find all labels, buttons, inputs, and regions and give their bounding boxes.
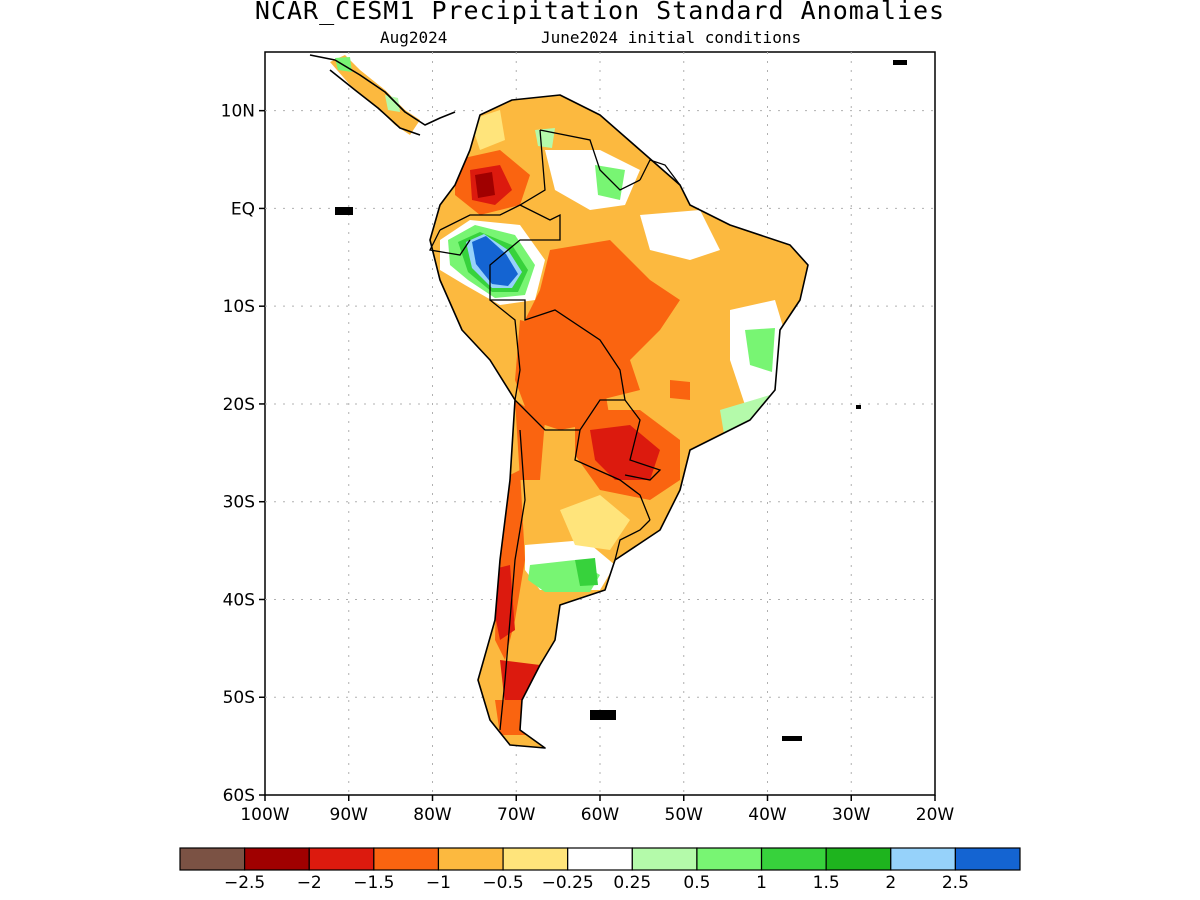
- coastlines: [309, 54, 809, 749]
- falkland-islands: [590, 710, 616, 720]
- colorbar-label: −1.5: [353, 873, 394, 893]
- south-america-coast: [429, 94, 809, 749]
- lat-label: 10N: [221, 102, 255, 122]
- anomaly-wet-guyana: [595, 165, 625, 200]
- lon-label: 30W: [832, 805, 871, 825]
- colorbar-swatch: [308, 847, 375, 871]
- colorbar-swatch: [825, 847, 892, 871]
- anomaly-slight-dry-pampas: [560, 495, 630, 550]
- init-conditions-label: June2024 initial conditions: [541, 28, 802, 47]
- trindade-island: [856, 405, 861, 409]
- colorbar-label: 1.5: [813, 873, 840, 893]
- lon-label: 60W: [581, 805, 620, 825]
- lat-label: 50S: [223, 688, 255, 708]
- lat-label: EQ: [231, 199, 255, 219]
- colorbar-label: −0.25: [542, 873, 594, 893]
- colorbar-label: 1: [756, 873, 767, 893]
- anomaly-dry-central-brazil: [670, 380, 690, 400]
- border-guianas: [639, 159, 681, 186]
- anomaly-wet-ne-brazil: [745, 328, 775, 372]
- lat-label: 30S: [223, 493, 255, 513]
- country-borders: [429, 129, 681, 731]
- colorbar: −2.5 −2 −1.5 −1 −0.5 −0.25 0.25 0.5 1 1.5 2 2.5: [179, 847, 1021, 893]
- central-america-coast: [309, 54, 456, 126]
- colorbar-swatch: [502, 847, 569, 871]
- lon-label: 70W: [497, 805, 536, 825]
- border-argentina-north: [574, 429, 651, 521]
- map-title: NCAR_CESM1 Precipitation Standard Anomal…: [254, 0, 946, 25]
- colorbar-label: −1: [426, 873, 451, 893]
- colorbar-label: −0.5: [482, 873, 523, 893]
- axis-ticks: [259, 109, 936, 801]
- colorbar-swatch: [437, 847, 504, 871]
- colorbar-swatch: [890, 847, 956, 871]
- colorbar-label: −2.5: [224, 873, 265, 893]
- islands: [335, 60, 907, 741]
- border-uruguay: [614, 519, 651, 561]
- border-bolivia-paraguay: [514, 399, 662, 481]
- border-venezuela: [539, 129, 641, 191]
- atlantic-islands: [893, 60, 907, 65]
- anomaly-wet-argentina-core: [575, 558, 598, 586]
- galapagos-islands: [335, 207, 353, 215]
- lon-label: 20W: [916, 805, 955, 825]
- anomaly-dry-bolivia: [515, 320, 610, 430]
- colorbar-swatch: [244, 847, 310, 871]
- anomaly-strong-dry-paraguay: [590, 425, 660, 480]
- border-colombia: [439, 129, 546, 231]
- lat-label: 60S: [223, 786, 255, 806]
- colorbar-label: 2: [885, 873, 896, 893]
- south-georgia-island: [782, 736, 802, 741]
- target-month-label: Aug2024: [380, 28, 448, 47]
- anomaly-central-america: [330, 55, 420, 135]
- colorbar-label: 0.25: [613, 873, 651, 893]
- colorbar-swatch: [696, 847, 763, 871]
- lon-label: 100W: [240, 805, 289, 825]
- central-america-pacific-coast: [329, 69, 421, 136]
- lon-label: 80W: [413, 805, 452, 825]
- lon-label: 40W: [748, 805, 787, 825]
- colorbar-swatch: [631, 847, 698, 871]
- colorbar-swatch: [567, 847, 633, 871]
- colorbar-swatch: [373, 847, 440, 871]
- lat-label: 10S: [223, 297, 255, 317]
- colorbar-label: 0.5: [683, 873, 710, 893]
- anomaly-near-normal-amazon-mouth: [640, 210, 720, 260]
- anomaly-wet-panama: [385, 95, 400, 112]
- lon-label: 90W: [330, 805, 369, 825]
- border-ecuador: [429, 229, 471, 256]
- colorbar-swatch: [954, 847, 1021, 871]
- colorbar-swatch: [179, 847, 246, 871]
- colorbar-label: 2.5: [942, 873, 969, 893]
- border-peru-bolivia: [489, 299, 521, 401]
- anomaly-very-strong-dry-colombia: [475, 172, 495, 198]
- lat-label: 40S: [223, 590, 255, 610]
- lon-label: 50W: [665, 805, 704, 825]
- colorbar-swatch: [760, 847, 827, 871]
- lat-label: 20S: [223, 395, 255, 415]
- colorbar-label: −2: [297, 873, 322, 893]
- border-chile-argentina: [499, 429, 526, 731]
